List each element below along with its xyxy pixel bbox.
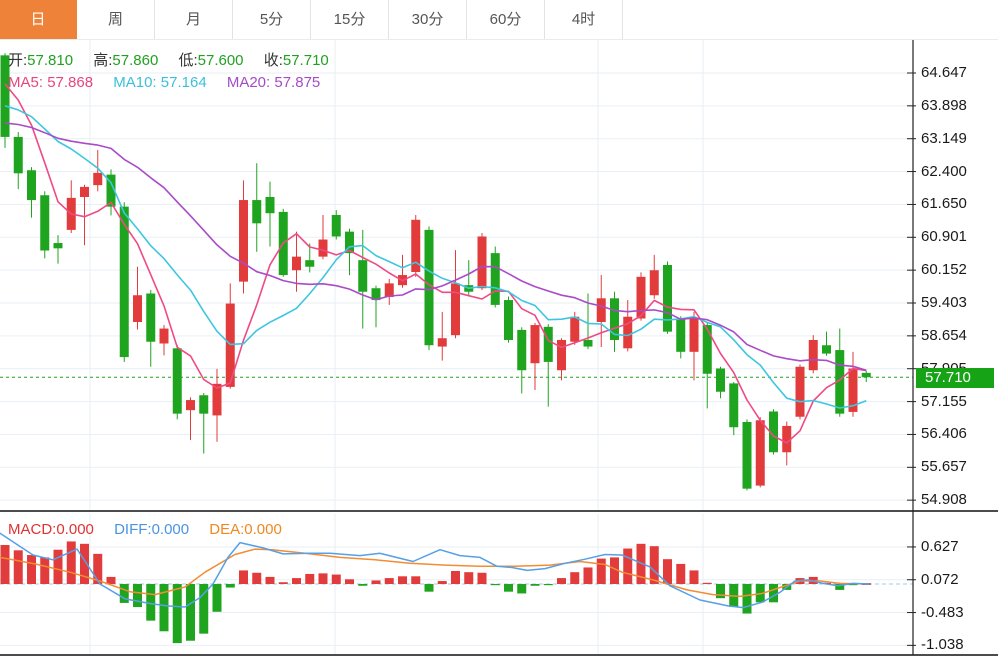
macd-readout: MACD:0.000 DIFF:0.000 DEA:0.000 xyxy=(8,521,298,538)
tab-5min[interactable]: 5分 xyxy=(233,0,311,39)
ma20-value: MA20: 57.875 xyxy=(226,74,321,91)
ohlc-readout: 开:57.810 高:57.860 低:57.600 收:57.710 xyxy=(8,49,345,70)
axis-label: 55.657 xyxy=(921,458,967,476)
tab-30min[interactable]: 30分 xyxy=(389,0,467,39)
ohlc-high: 高:57.860 xyxy=(93,52,159,69)
tab-week[interactable]: 周 xyxy=(77,0,155,39)
tab-60min[interactable]: 60分 xyxy=(467,0,545,39)
axis-label: 60.901 xyxy=(921,228,967,246)
axis-label: 54.908 xyxy=(921,491,967,509)
axis-label: 58.654 xyxy=(921,326,967,344)
tab-month[interactable]: 月 xyxy=(155,0,233,39)
ohlc-low: 低:57.600 xyxy=(178,52,244,69)
ma10-value: MA10: 57.164 xyxy=(113,74,207,91)
ohlc-open: 开:57.810 xyxy=(8,52,74,69)
ma5-value: MA5: 57.868 xyxy=(8,74,94,91)
axis-label: 0.627 xyxy=(921,537,959,555)
axis-label: -1.038 xyxy=(921,636,964,654)
tab-4hour[interactable]: 4时 xyxy=(545,0,623,39)
axis-label: 0.072 xyxy=(921,570,959,588)
macd-value: MACD:0.000 xyxy=(8,521,94,538)
dea-value: DEA:0.000 xyxy=(209,521,282,538)
axis-label: 57.155 xyxy=(921,392,967,410)
current-price-badge: 57.710 xyxy=(916,368,994,388)
axis-label: 61.650 xyxy=(921,195,967,213)
tab-day[interactable]: 日 xyxy=(0,0,77,39)
period-toolbar: 日 周 月 5分 15分 30分 60分 4时 xyxy=(0,0,998,40)
ohlc-close: 收:57.710 xyxy=(263,52,329,69)
diff-value: DIFF:0.000 xyxy=(114,521,190,538)
axis-label: 60.152 xyxy=(921,261,967,279)
axis-label: -0.483 xyxy=(921,603,964,621)
tab-15min[interactable]: 15分 xyxy=(311,0,389,39)
axis-label: 59.403 xyxy=(921,294,967,311)
axis-label: 63.149 xyxy=(921,129,967,147)
axis-label: 64.647 xyxy=(921,64,967,81)
axis-label: 56.406 xyxy=(921,425,967,443)
ma-readout: MA5: 57.868 MA10: 57.164 MA20: 57.875 xyxy=(8,74,336,91)
axis-label: 62.400 xyxy=(921,162,967,180)
axis-label: 63.898 xyxy=(921,96,967,114)
